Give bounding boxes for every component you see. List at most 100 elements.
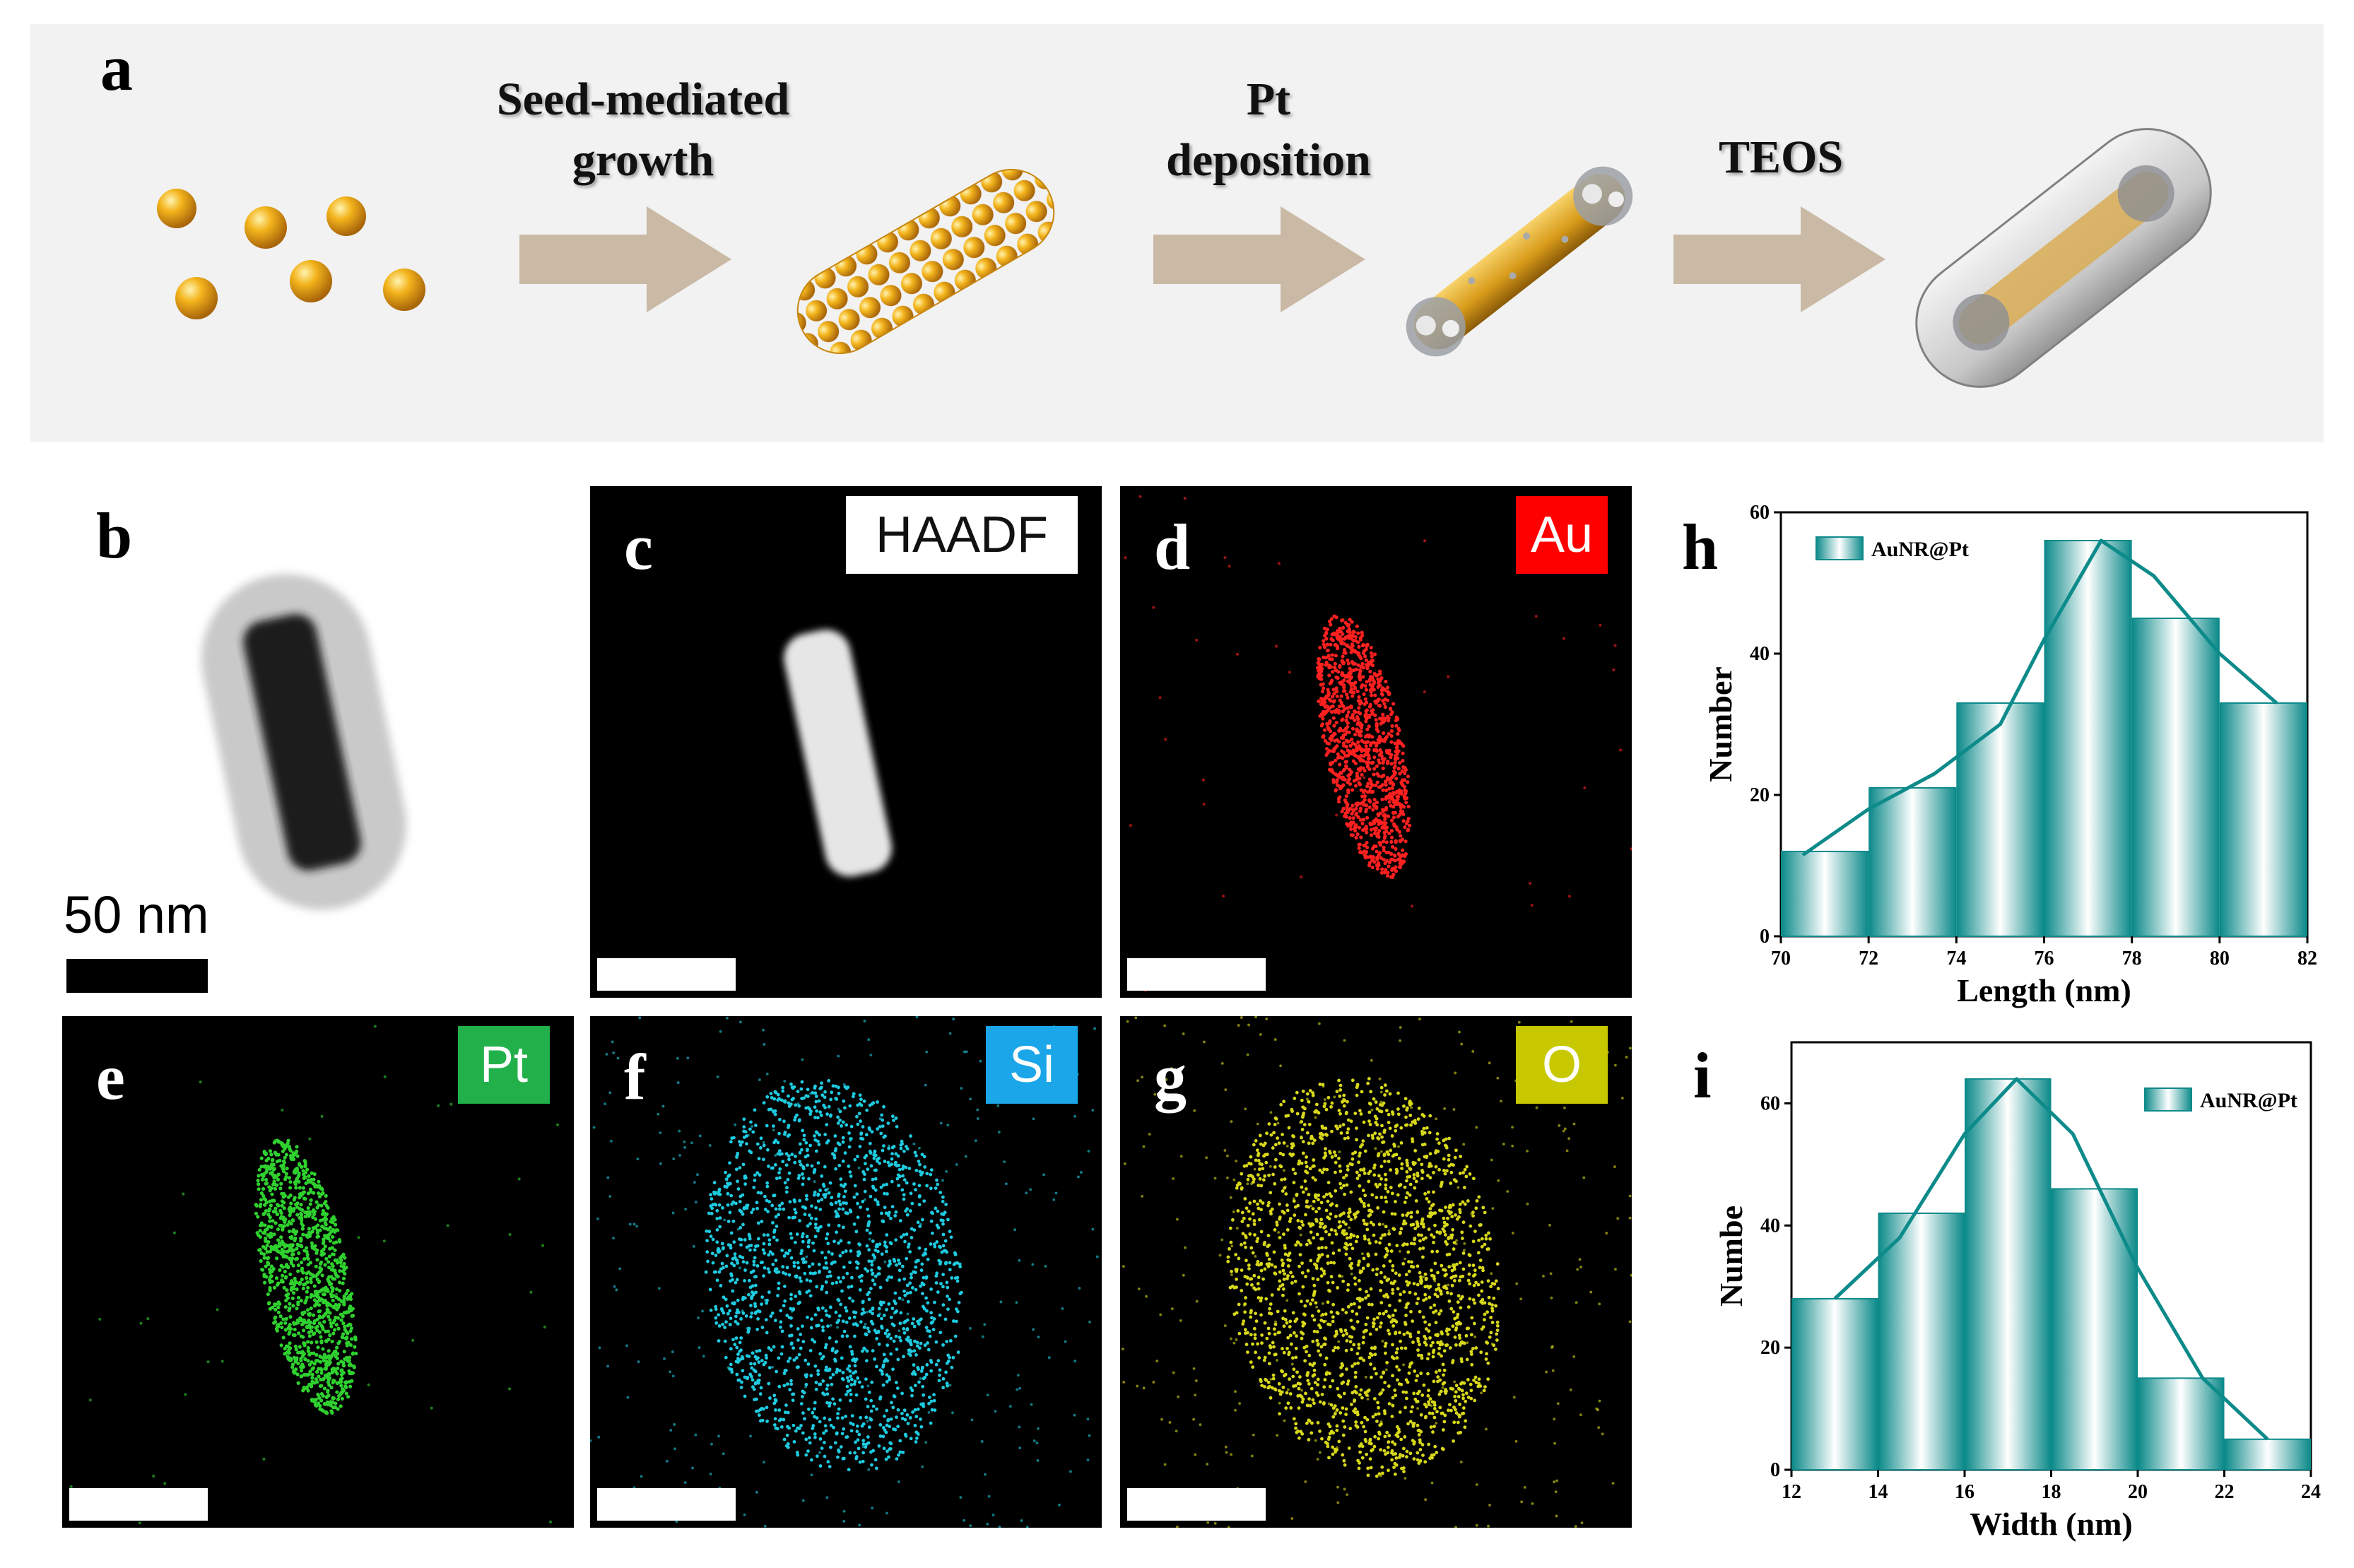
map-dot (898, 1439, 902, 1443)
map-dot (845, 1393, 848, 1396)
map-dot (813, 1340, 817, 1344)
map-dot (810, 1164, 814, 1168)
map-dot (820, 1081, 823, 1085)
map-dot (1401, 751, 1405, 755)
map-dot (726, 1203, 730, 1207)
map-dot (774, 1207, 778, 1211)
map-dot (1365, 642, 1370, 647)
map-dot (286, 1292, 290, 1296)
map-dot (787, 1171, 791, 1175)
map-dot (865, 1349, 869, 1353)
map-dot (1355, 745, 1359, 750)
map-dot (1406, 1164, 1410, 1167)
map-dot (1405, 1106, 1409, 1110)
map-dot (1393, 1389, 1397, 1392)
map-dot (726, 1366, 730, 1369)
map-dot (329, 1324, 334, 1328)
map-dot (838, 1280, 842, 1284)
map-dot (945, 1250, 949, 1254)
map-dot (1458, 1202, 1462, 1206)
map-dot (885, 1343, 890, 1348)
map-dot (917, 1203, 922, 1207)
map-dot (850, 1352, 854, 1356)
map-dot (1396, 749, 1401, 753)
map-dot (894, 1210, 898, 1214)
map-dot (635, 1225, 639, 1228)
map-dot (1364, 744, 1368, 748)
map-dot (1353, 1362, 1357, 1366)
map-dot (1386, 794, 1390, 798)
map-dot (1310, 1298, 1314, 1302)
map-dot (314, 1359, 319, 1363)
map-dot (263, 1203, 267, 1207)
map-dot (1338, 1220, 1341, 1224)
map-dot (293, 1238, 297, 1243)
map-dot (959, 1496, 963, 1499)
map-dot (709, 1193, 713, 1197)
map-dot (930, 1231, 934, 1235)
map-dot (794, 1210, 798, 1215)
map-dot (840, 1289, 844, 1293)
map-dot (841, 1225, 845, 1230)
map-dot (795, 1451, 799, 1454)
map-dot (751, 1208, 755, 1211)
map-dot (938, 1373, 941, 1377)
map-dot (1333, 661, 1337, 666)
map-dot (785, 1382, 789, 1386)
map-dot (303, 1160, 307, 1165)
map-dot (906, 1245, 910, 1249)
map-dot (747, 1292, 751, 1297)
map-dot (1323, 709, 1327, 714)
map-dot (1329, 617, 1334, 621)
map-dot (840, 1377, 845, 1381)
map-tag-au: Au (1516, 496, 1608, 574)
map-dot (898, 1450, 902, 1454)
map-dot (829, 1423, 833, 1427)
map-dot (1338, 635, 1342, 639)
map-dot (716, 1075, 719, 1078)
map-dot (312, 1191, 316, 1195)
map-dot (817, 1099, 821, 1103)
map-dot (1398, 839, 1403, 844)
map-dot (1332, 731, 1336, 736)
map-dot (1394, 777, 1399, 781)
map-dot (938, 1313, 942, 1317)
map-dot (732, 1263, 736, 1268)
map-dot (305, 1325, 309, 1329)
map-dot (1355, 801, 1360, 806)
map-dot (775, 1271, 779, 1275)
map-dot (1013, 1228, 1017, 1232)
map-dot (789, 1236, 794, 1240)
map-dot (889, 1352, 893, 1356)
map-dot (871, 1507, 874, 1510)
map-dot (909, 1341, 912, 1345)
map-dot (798, 1150, 802, 1155)
map-dot (152, 1474, 155, 1478)
map-dot (309, 1351, 314, 1355)
map-dot (1259, 1296, 1264, 1300)
map-dot (1384, 783, 1388, 787)
map-dot (736, 1261, 740, 1265)
map-dot (273, 1315, 278, 1319)
map-dot (1481, 1268, 1485, 1273)
map-dot (852, 1357, 856, 1361)
map-dot (1324, 694, 1329, 698)
map-dot (974, 1139, 977, 1143)
map-dot (864, 1415, 869, 1420)
map-dot (782, 1372, 787, 1375)
map-dot (881, 1426, 885, 1430)
map-dot (834, 1350, 837, 1355)
map-dot (69, 1485, 73, 1488)
map-dot (861, 1170, 866, 1174)
map-dot (801, 1324, 804, 1328)
map-dot (774, 1399, 778, 1403)
map-dot (1458, 1336, 1462, 1340)
map-dot (1376, 677, 1380, 681)
map-dot (332, 1379, 336, 1383)
map-dot (1364, 851, 1368, 855)
map-dot (731, 1257, 735, 1261)
map-dot (1371, 678, 1375, 682)
map-dot (925, 1050, 929, 1054)
map-dot (1347, 777, 1352, 781)
map-dot (1365, 727, 1370, 731)
